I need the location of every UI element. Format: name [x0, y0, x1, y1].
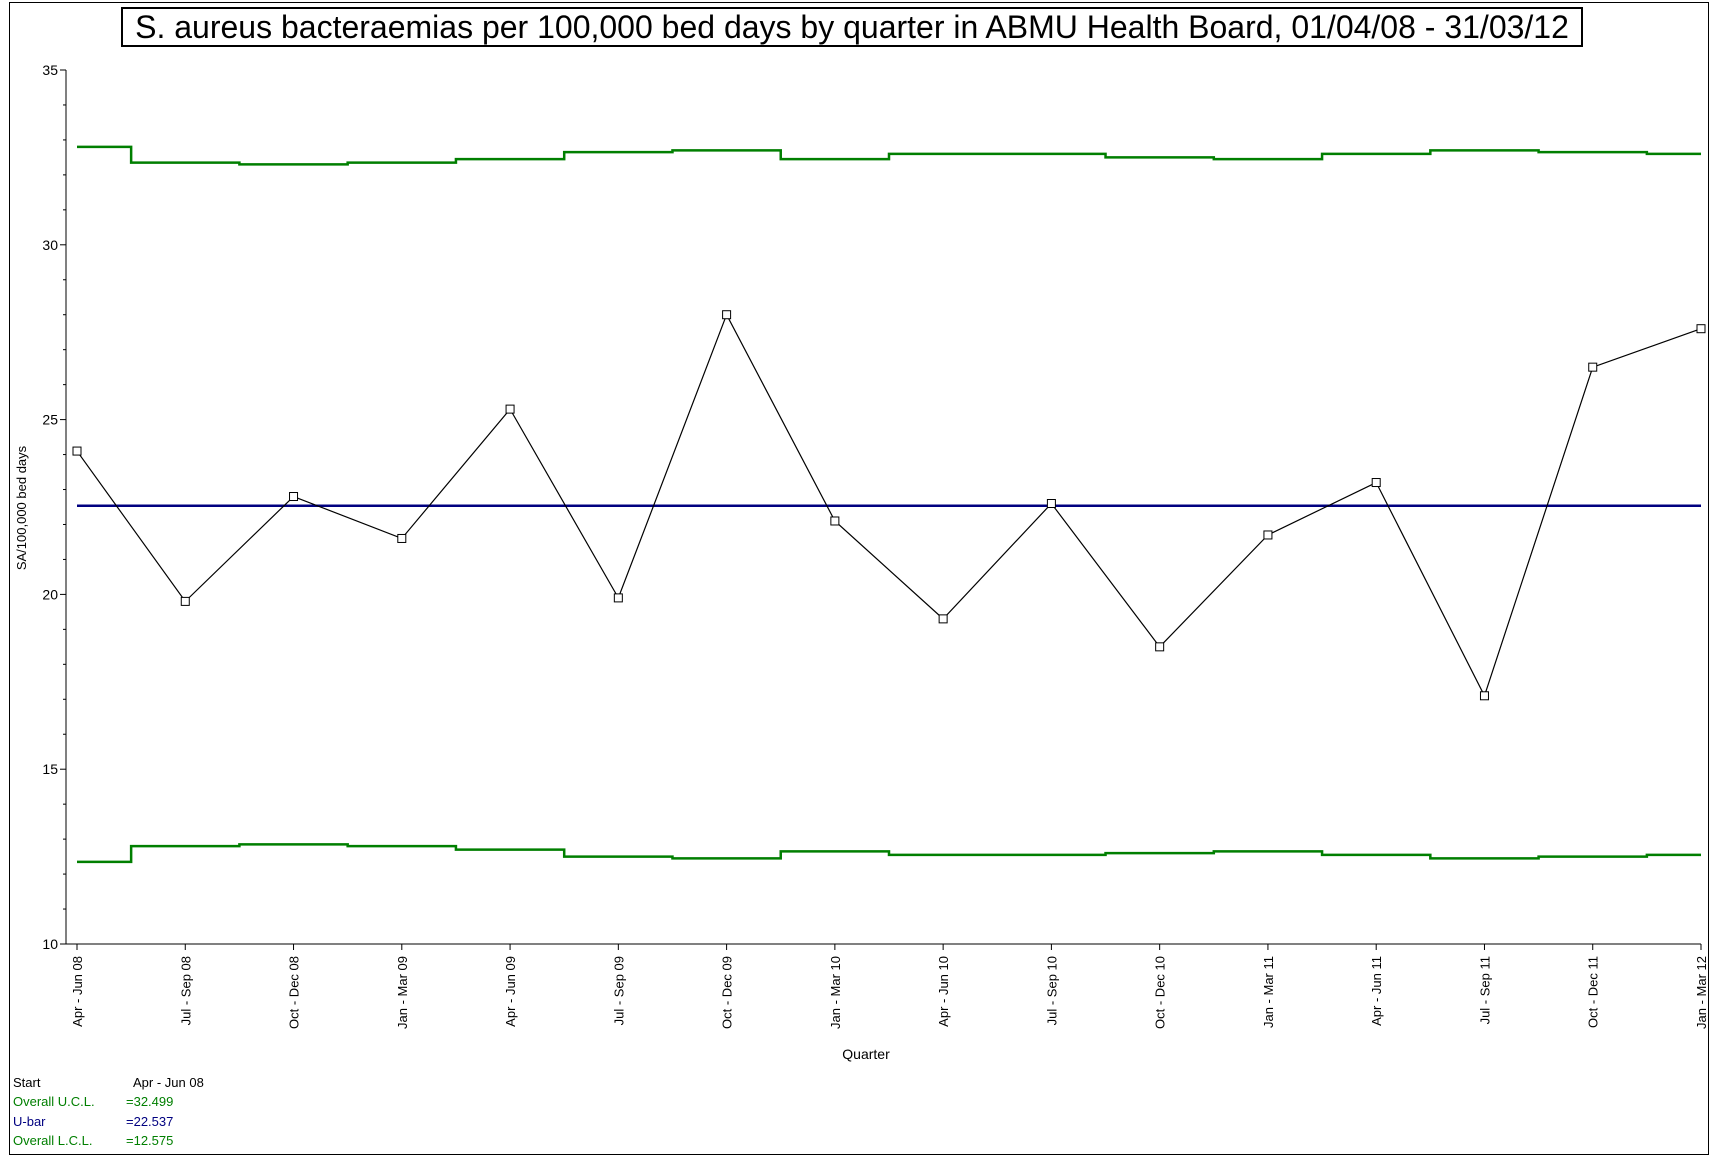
x-tick-label: Oct - Dec 09: [720, 956, 735, 1029]
legend-lcl-value: =12.575: [126, 1133, 174, 1148]
data-point: [938, 614, 948, 624]
data-point: [505, 404, 515, 414]
data-point: [1371, 478, 1381, 488]
legend-ucl-value: =32.499: [126, 1094, 174, 1109]
y-tick-label: 20: [42, 586, 58, 602]
control-limits: [77, 145, 1701, 864]
data-point: [613, 593, 623, 603]
chart-axes: [60, 69, 1702, 950]
legend-lcl-label: Overall L.C.L.: [13, 1133, 93, 1148]
x-tick-label: Jan - Mar 12: [1694, 956, 1709, 1029]
data-point: [1046, 499, 1056, 509]
legend-ubar-value: =22.537: [126, 1114, 174, 1129]
data-point: [397, 533, 407, 543]
data-point: [722, 310, 732, 320]
data-point: [289, 492, 299, 502]
legend-start-label: Start: [13, 1075, 41, 1090]
y-axis-label: SA/100,000 bed days: [14, 445, 29, 570]
data-point: [1479, 691, 1489, 701]
x-tick-label: Jul - Sep 10: [1044, 956, 1059, 1025]
x-tick-label: Jan - Mar 09: [395, 956, 410, 1029]
x-tick-label: Apr - Jun 10: [936, 956, 951, 1027]
x-tick-label: Oct - Dec 10: [1153, 956, 1168, 1029]
x-tick-label: Jan - Mar 10: [828, 956, 843, 1029]
x-tick-label: Jul - Sep 08: [178, 956, 193, 1025]
x-tick-label: Oct - Dec 11: [1586, 956, 1601, 1028]
lcl-line: [77, 843, 1701, 864]
data-point: [72, 446, 82, 456]
x-tick-label: Apr - Jun 08: [70, 956, 85, 1027]
y-tick-label: 35: [42, 62, 58, 78]
data-point: [830, 516, 840, 526]
chart-frame: [9, 2, 1709, 1155]
x-tick-label: Apr - Jun 09: [503, 956, 518, 1027]
y-tick-label: 15: [42, 761, 58, 777]
legend-ucl-label: Overall U.C.L.: [13, 1094, 95, 1109]
chart-title: S. aureus bacteraemias per 100,000 bed d…: [121, 7, 1583, 47]
legend-ubar-label: U-bar: [13, 1114, 46, 1129]
data-point: [1696, 324, 1706, 334]
data-point: [1263, 530, 1273, 540]
rate-series-line: [76, 313, 1702, 698]
ucl-line: [77, 145, 1701, 166]
x-tick-label: Jan - Mar 11: [1261, 956, 1276, 1028]
legend-start-value: Apr - Jun 08: [133, 1075, 204, 1090]
x-tick-label: Jul - Sep 11: [1477, 956, 1492, 1024]
x-tick-label: Jul - Sep 09: [611, 956, 626, 1025]
data-series: [72, 310, 1706, 701]
x-tick-label: Apr - Jun 11: [1369, 956, 1384, 1026]
data-point: [1155, 642, 1165, 652]
y-tick-label: 30: [42, 237, 58, 253]
data-point: [1588, 362, 1598, 372]
x-tick-label: Oct - Dec 08: [287, 956, 302, 1029]
data-point: [180, 596, 190, 606]
y-tick-label: 10: [42, 936, 58, 952]
tick-labels: 10 15 20 25 30 35 Apr - Jun 08 Jul - Sep 08 Oct …: [42, 62, 1709, 1029]
y-tick-label: 25: [42, 412, 58, 428]
x-axis-label: Quarter: [842, 1046, 890, 1062]
